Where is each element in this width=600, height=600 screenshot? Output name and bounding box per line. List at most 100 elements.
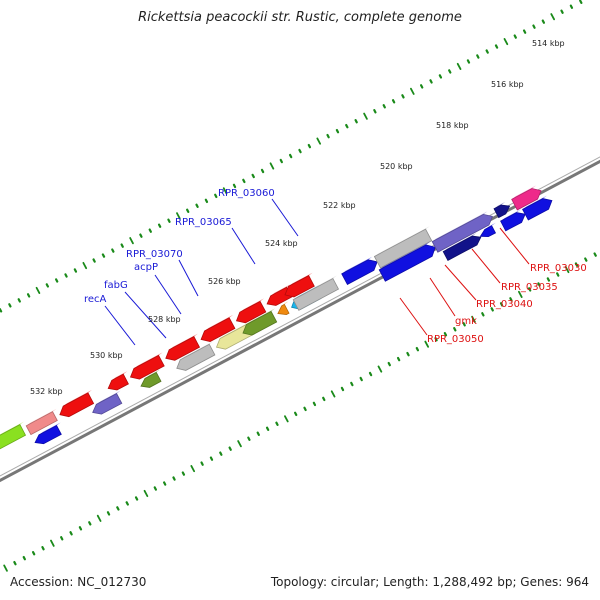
inner-tick-ring [3,252,597,572]
leader-line-forward [124,291,167,339]
leader-line-forward [104,305,136,346]
inner-ring-minor-tick [574,262,579,267]
cds-red [165,336,201,361]
inner-ring-major-tick [564,265,570,274]
outer-ring-minor-tick [0,308,3,313]
cds-salmon [25,411,58,436]
cds-blue [522,198,553,221]
leader-line-reverse [399,297,428,336]
inner-ring-major-tick [96,514,102,522]
inner-ring-minor-tick [172,476,176,481]
outer-ring-minor-tick [195,203,199,209]
scale-label: 518 kbp [436,121,469,130]
outer-ring-minor-tick [569,4,574,9]
inner-ring-minor-tick [350,381,354,387]
backbone-highlight [0,156,600,477]
outer-ring-minor-tick [120,243,124,248]
inner-ring-minor-tick [490,307,494,312]
inner-ring-minor-tick [116,506,120,511]
backbone-line [0,159,600,483]
inner-ring-minor-tick [60,536,64,541]
outer-ring-minor-tick [157,223,162,228]
outer-ring-minor-tick [111,248,115,253]
gene-label-reverse: RPR_03050 [427,334,484,345]
outer-tick-ring [0,0,583,313]
outer-ring-minor-tick [148,228,152,233]
cds-olive [140,371,162,388]
scale-label: 514 kbp [532,39,565,48]
outer-ring-minor-tick [560,9,564,14]
outer-ring-minor-tick [298,148,302,154]
inner-ring-minor-tick [387,361,391,367]
cds-grey [176,343,216,371]
outer-ring-major-tick [456,62,462,71]
cds-red [235,300,267,324]
leader-line-reverse [444,264,477,301]
inner-ring-minor-tick [294,411,298,417]
cds-red [107,373,129,391]
inner-ring-minor-tick [453,327,457,332]
outer-ring-major-tick [82,261,88,270]
outer-ring-major-tick [550,13,556,21]
inner-ring-major-tick [237,440,242,448]
cds-red [200,317,236,343]
outer-ring-minor-tick [288,153,293,159]
gene-label-reverse: gmk [455,316,477,327]
inner-ring-minor-tick [556,272,560,277]
inner-ring-minor-tick [106,511,111,516]
outer-ring-major-tick [35,286,41,294]
inner-ring-minor-tick [22,555,26,561]
cds-navy [493,204,511,219]
leader-line-forward [231,227,256,265]
gene-label-reverse: RPR_03035 [501,282,558,293]
scale-label: 516 kbp [491,80,524,89]
outer-ring-minor-tick [513,34,517,39]
inner-ring-minor-tick [162,481,167,486]
outer-ring-minor-tick [26,293,31,298]
inner-ring-minor-tick [527,287,532,292]
cds-pink [511,188,542,211]
outer-ring-minor-tick [345,123,349,129]
outer-ring-minor-tick [8,303,12,308]
scale-label: 526 kbp [208,277,241,286]
inner-ring-minor-tick [265,426,270,431]
cds-blue [34,424,62,445]
genome-summary: Topology: circular; Length: 1,288,492 bp… [270,575,589,589]
scale-label: 520 kbp [380,162,413,171]
outer-ring-minor-tick [494,44,499,49]
cds-red [59,392,95,418]
outer-ring-major-tick [176,212,181,220]
outer-ring-minor-tick [382,104,386,109]
inner-ring-major-tick [330,390,336,398]
inner-ring-major-tick [284,415,289,423]
inner-ring-minor-tick [340,386,345,392]
gene-label-forward: acpP [134,262,158,273]
outer-ring-minor-tick [438,74,443,79]
inner-ring-minor-tick [88,521,92,526]
inner-ring-minor-tick [78,526,83,531]
inner-ring-minor-tick [546,277,551,282]
inner-ring-minor-tick [228,446,232,451]
cds-blue [378,244,436,282]
outer-ring-minor-tick [335,128,340,134]
scale-label: 532 kbp [30,387,63,396]
gene-label-forward: RPR_03070 [126,249,183,260]
inner-ring-minor-tick [219,451,223,456]
inner-ring-minor-tick [368,371,373,377]
inner-ring-minor-tick [584,257,588,262]
label-leader-lines [104,198,530,346]
inner-ring-minor-tick [13,560,17,566]
genome-backbone [0,156,600,483]
inner-ring-minor-tick [303,406,307,412]
inner-ring-minor-tick [200,461,204,466]
inner-ring-major-tick [517,290,523,298]
outer-ring-major-tick [503,38,509,46]
leader-line-reverse [429,277,456,317]
gene-label-reverse: RPR_03040 [476,299,533,310]
outer-ring-major-tick [316,137,322,145]
cds-red [266,286,293,306]
inner-ring-major-tick [377,365,383,373]
cds-blue [341,259,378,285]
outer-ring-minor-tick [354,118,358,124]
leader-line-reverse [471,248,501,284]
